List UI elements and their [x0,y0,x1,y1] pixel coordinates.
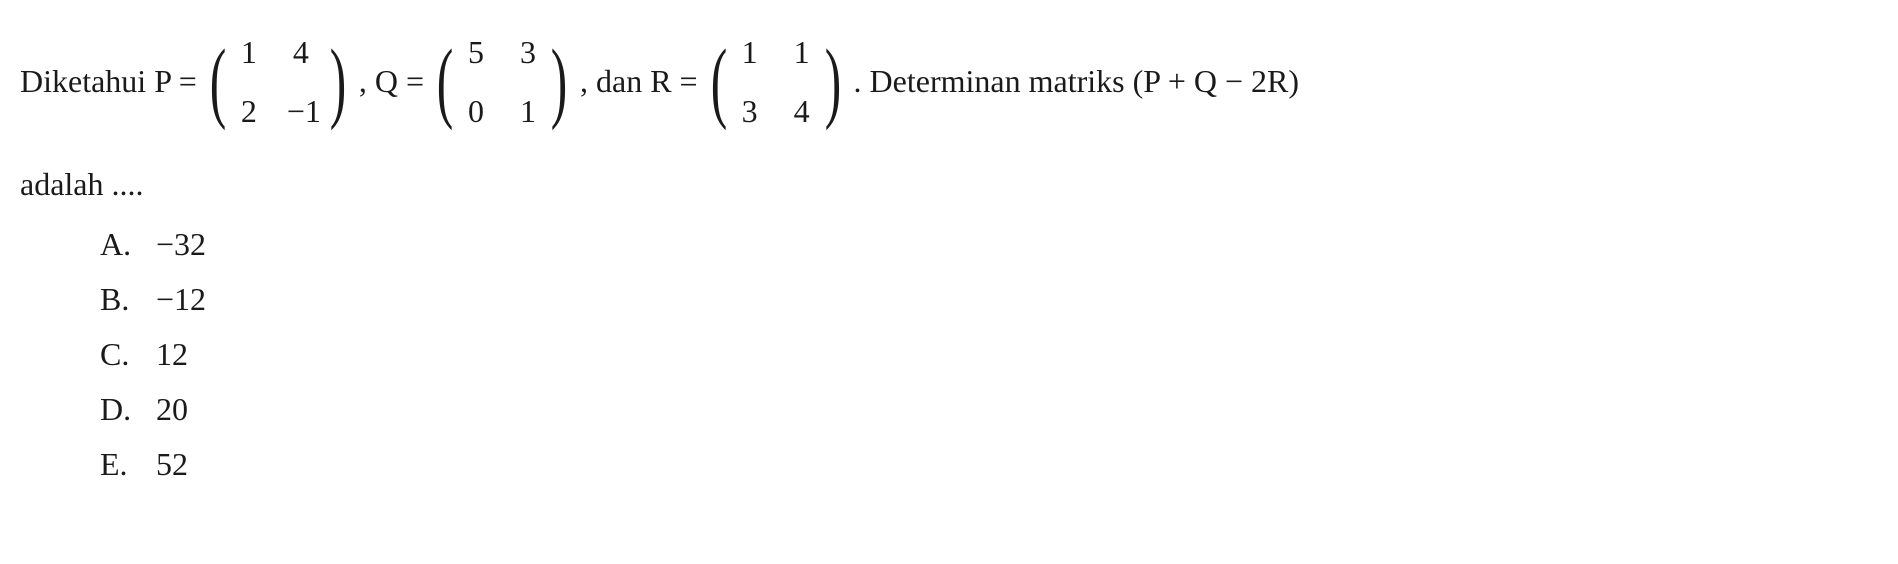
matrix-cell: 5 [462,30,490,75]
option-value: 52 [156,442,216,487]
matrix-q-body: 5 3 0 1 [460,30,544,134]
matrix-cell: 0 [462,89,490,134]
math-problem: Diketahui P = ( 1 4 2 −1 ) , Q = ( 5 [20,30,1878,486]
matrix-row: 3 4 [736,89,816,134]
matrix-row: 1 1 [736,30,816,75]
matrix-cell: 4 [287,30,315,75]
option-value: −32 [156,222,216,267]
matrix-cell: 1 [235,30,263,75]
left-paren-icon: ( [210,50,226,113]
right-paren-icon: ) [824,50,840,113]
option-letter: D. [100,387,136,432]
right-paren-icon: ) [330,50,346,113]
separator-text: , dan R = [580,59,698,104]
option-letter: B. [100,277,136,322]
option-letter: A. [100,222,136,267]
separator-text: , Q = [359,59,424,104]
matrix-cell: 2 [235,89,263,134]
matrix-row: 0 1 [462,89,542,134]
option-b: B. −12 [100,277,1878,322]
matrix-row: 2 −1 [235,89,321,134]
option-d: D. 20 [100,387,1878,432]
answer-options: A. −32 B. −12 C. 12 D. 20 E. 52 [20,222,1878,486]
matrix-r: ( 1 1 3 4 ) [704,30,848,134]
left-paren-icon: ( [437,50,453,113]
problem-statement-line: Diketahui P = ( 1 4 2 −1 ) , Q = ( 5 [20,30,1878,134]
matrix-cell: 1 [736,30,764,75]
option-value: 20 [156,387,216,432]
matrix-p-body: 1 4 2 −1 [233,30,323,134]
matrix-cell: −1 [287,89,321,134]
option-value: 12 [156,332,216,377]
tail-text: . Determinan matriks (P + Q − 2R) [854,59,1300,104]
matrix-cell: 1 [514,89,542,134]
option-e: E. 52 [100,442,1878,487]
option-a: A. −32 [100,222,1878,267]
option-c: C. 12 [100,332,1878,377]
matrix-cell: 1 [788,30,816,75]
adalah-text: adalah .... [20,162,1878,207]
intro-text: Diketahui P = [20,59,197,104]
option-letter: C. [100,332,136,377]
option-letter: E. [100,442,136,487]
matrix-cell: 4 [788,89,816,134]
matrix-row: 5 3 [462,30,542,75]
matrix-cell: 3 [736,89,764,134]
matrix-r-body: 1 1 3 4 [734,30,818,134]
matrix-q: ( 5 3 0 1 ) [430,30,574,134]
right-paren-icon: ) [551,50,567,113]
matrix-cell: 3 [514,30,542,75]
matrix-p: ( 1 4 2 −1 ) [203,30,353,134]
option-value: −12 [156,277,216,322]
left-paren-icon: ( [710,50,726,113]
matrix-row: 1 4 [235,30,321,75]
